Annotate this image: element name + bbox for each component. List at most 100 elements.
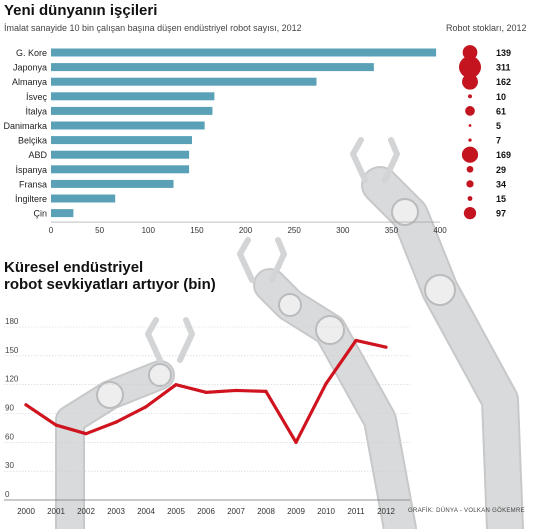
stock-bubble (465, 106, 475, 116)
y-tick-label: 0 (5, 490, 10, 499)
robot-claw-right (350, 137, 400, 183)
bottom-chart-title-line2: robot sevkiyatları artıyor (bin) (4, 276, 216, 293)
x-tick-label: 2007 (227, 507, 245, 516)
stock-value-label: 34 (496, 179, 506, 189)
line-point (384, 345, 388, 349)
x-tick-label: 350 (385, 226, 399, 235)
bar (51, 209, 74, 218)
y-tick-label: 60 (5, 432, 14, 441)
line-point (324, 382, 328, 386)
stock-bubble (462, 45, 478, 60)
y-tick-label: 180 (5, 317, 19, 326)
stock-value-label: 169 (496, 150, 511, 160)
stock-bubble (468, 124, 472, 127)
robot-joint-left-wrist (148, 363, 172, 387)
stock-bubble (463, 206, 477, 220)
stock-value-label: 15 (496, 194, 506, 204)
stock-value-label: 61 (496, 106, 506, 116)
bar (51, 106, 213, 115)
x-tick-label: 2010 (317, 507, 335, 516)
robot-arms-illustration (55, 137, 524, 529)
x-tick-label: 2006 (197, 507, 215, 516)
line-point (354, 338, 358, 343)
y-tick-label: 90 (5, 404, 14, 413)
bottom-chart-title-line1: Küresel endüstriyel (4, 259, 144, 276)
robot-claw-left (145, 317, 195, 363)
robot-joint-middle-elbow (315, 315, 345, 345)
bar-label: Danimarka (3, 121, 47, 131)
bar (51, 121, 205, 130)
bar (51, 194, 116, 203)
bar-label: İtalya (25, 106, 47, 116)
x-tick-label: 2000 (17, 507, 35, 516)
x-tick-label: 400 (433, 226, 447, 235)
robot-joint-right-wrist (391, 198, 419, 226)
robot-arm-left (57, 362, 173, 529)
bar (51, 150, 190, 159)
x-tick-label: 2005 (167, 507, 185, 516)
x-tick-label: 2001 (47, 507, 65, 516)
stock-value-label: 139 (496, 48, 511, 58)
stock-bubble (466, 165, 474, 173)
line-point (174, 383, 178, 387)
bar-label: Belçika (18, 136, 47, 146)
x-tick-label: 250 (287, 226, 301, 235)
line-point (264, 389, 268, 393)
x-tick-label: 2012 (377, 507, 395, 516)
stock-value-label: 7 (496, 136, 501, 146)
top-chart-subtitle: İmalat sanayide 10 bin çalışan başına dü… (4, 23, 302, 33)
bar-label: Japonya (13, 63, 47, 73)
x-tick-label: 2003 (107, 507, 125, 516)
stock-bubble (459, 56, 481, 79)
y-tick-label: 120 (5, 375, 19, 384)
x-tick-label: 100 (142, 226, 156, 235)
bar (51, 92, 215, 101)
stock-bubble (468, 94, 472, 99)
x-tick-label: 50 (95, 226, 104, 235)
stock-bubble (461, 146, 479, 163)
bar (51, 165, 190, 174)
bar (51, 179, 174, 188)
line-point (144, 405, 148, 409)
line-point (114, 420, 118, 424)
line-point (84, 432, 88, 436)
bar-label: Fransa (19, 179, 47, 189)
stock-value-label: 29 (496, 165, 506, 175)
stock-header: Robot stokları, 2012 (446, 23, 527, 33)
line-point (234, 388, 238, 393)
bar-label: ABD (28, 150, 47, 160)
x-tick-label: 200 (239, 226, 253, 235)
bar-label: Çin (33, 209, 47, 219)
top-chart-title: Yeni dünyanın işçileri (4, 2, 158, 19)
stock-value-label: 311 (496, 63, 511, 73)
robot-shipments-line-chart: 0 30 60 90 120 150 180 2000 2001 2002 2003 2004 2005… (4, 317, 410, 516)
stock-value-label: 97 (496, 209, 506, 219)
stock-bubble (467, 196, 473, 201)
x-tick-label: 2004 (137, 507, 155, 516)
stock-bubble (468, 138, 472, 142)
robot-joint-left-elbow (96, 381, 124, 409)
x-tick-label: 150 (190, 226, 204, 235)
line-point (294, 440, 298, 444)
robot-claw-middle (237, 237, 287, 283)
stock-bubble (462, 73, 478, 90)
bar (51, 136, 193, 145)
stock-value-label: 162 (496, 77, 511, 87)
x-tick-label: 0 (49, 226, 54, 235)
stock-value-label: 5 (496, 121, 501, 131)
line-point (54, 423, 58, 427)
x-tick-label: 2008 (257, 507, 275, 516)
y-tick-label: 150 (5, 346, 19, 355)
bar (51, 48, 437, 57)
line-point (24, 403, 28, 407)
stock-bubble (466, 180, 474, 188)
x-tick-label: 2009 (287, 507, 305, 516)
bar (51, 63, 374, 72)
y-tick-label: 30 (5, 461, 14, 470)
stock-value-label: 10 (496, 92, 506, 102)
bar-label: İsveç (26, 92, 48, 102)
robot-joint-middle-wrist (278, 293, 302, 317)
robot-joint-right-elbow (424, 274, 456, 306)
